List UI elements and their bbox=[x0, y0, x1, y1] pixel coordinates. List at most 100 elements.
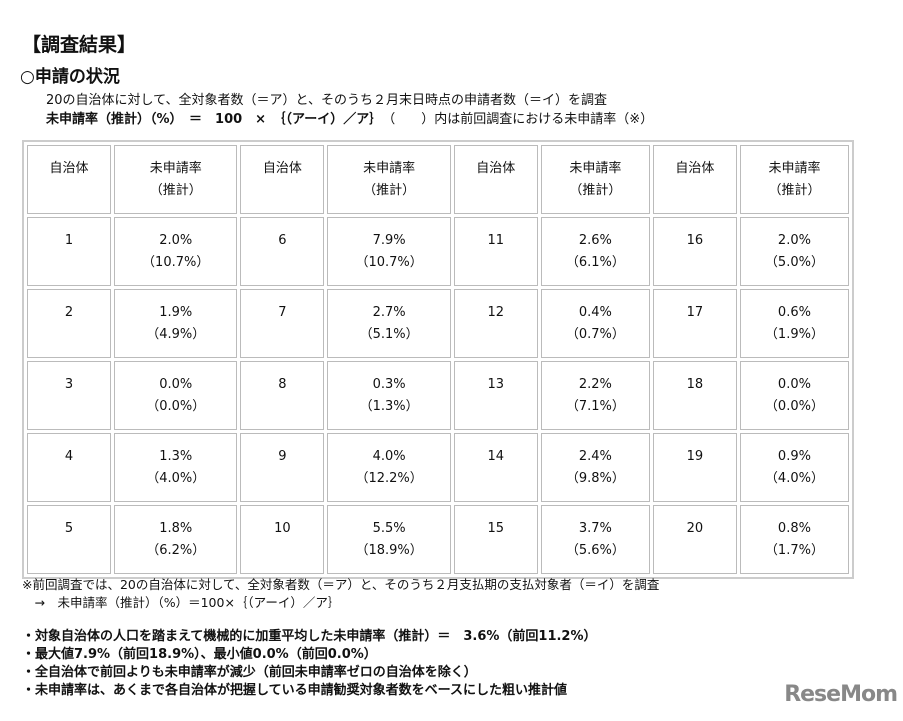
current-rate: 0.0% bbox=[159, 377, 193, 392]
header-rate: 未申請率 （推計） bbox=[114, 145, 238, 214]
rate-cell: 1.9% （4.9%） bbox=[114, 289, 238, 358]
rate-cell: 1.3% （4.0%） bbox=[114, 433, 238, 502]
header-rate-label: 未申請率 bbox=[149, 161, 202, 176]
current-rate: 0.6% bbox=[777, 305, 811, 320]
municipality-cell: 12 bbox=[453, 289, 538, 358]
rate-cell: 0.0% （0.0%） bbox=[739, 361, 849, 430]
rate-cell: 2.0% （10.7%） bbox=[114, 217, 238, 286]
municipality-cell: 15 bbox=[453, 505, 538, 574]
previous-rate: （5.6%） bbox=[565, 543, 625, 558]
header-row: 自治体 未申請率 （推計） 自治体 未申請率 （推計） 自治体 未申請率 （推計） 自治体 未申請率… bbox=[27, 145, 849, 214]
bullet: ・対象自治体の人口を踏まえて機械的に加重平均した未申請率（推計）＝ 3.6%（前… bbox=[22, 629, 597, 644]
header-rate-sub: （推計） bbox=[149, 183, 202, 198]
municipality-cell: 18 bbox=[652, 361, 737, 430]
rate-cell: 2.6% （6.1%） bbox=[540, 217, 650, 286]
municipality-cell: 16 bbox=[652, 217, 737, 286]
table-row: 1 2.0% （10.7%） 6 7.9% （10.7%） 11 2.6% （6.1%） 16 2.… bbox=[27, 217, 849, 286]
formula-line: 未申請率（推計）（%） ＝ 100 × ｛（アーイ）／ア｝ （ ）内は前回調査に… bbox=[46, 108, 653, 127]
municipality-cell: 4 bbox=[27, 433, 111, 502]
rate-cell: 2.4% （9.8%） bbox=[540, 433, 650, 502]
bullet: ・未申請率は、あくまで各自治体が把握している申請勧奨対象者数をベースにした粗い推… bbox=[22, 683, 567, 698]
header-rate-label: 未申請率 bbox=[768, 161, 821, 176]
municipality-cell: 8 bbox=[240, 361, 325, 430]
previous-rate: （1.7%） bbox=[764, 543, 824, 558]
rate-cell: 2.2% （7.1%） bbox=[540, 361, 650, 430]
previous-rate: （12.2%） bbox=[355, 471, 423, 486]
current-rate: 2.0% bbox=[159, 233, 193, 248]
previous-rate: （4.0%） bbox=[764, 471, 824, 486]
header-rate: 未申請率 （推計） bbox=[739, 145, 849, 214]
rate-cell: 1.8% （6.2%） bbox=[114, 505, 238, 574]
municipality-cell: 1 bbox=[27, 217, 111, 286]
municipality-cell: 7 bbox=[240, 289, 325, 358]
current-rate: 2.7% bbox=[372, 305, 406, 320]
header-municipality: 自治体 bbox=[652, 145, 737, 214]
header-municipality: 自治体 bbox=[240, 145, 325, 214]
previous-rate: （4.0%） bbox=[146, 471, 206, 486]
header-rate-sub: （推計） bbox=[768, 183, 821, 198]
survey-description: 20の自治体に対して、全対象者数（＝ア）と、そのうち２月末日時点の申請者数（＝イ… bbox=[46, 93, 607, 108]
current-rate: 0.9% bbox=[777, 449, 811, 464]
previous-rate: （5.1%） bbox=[359, 327, 419, 342]
current-rate: 5.5% bbox=[372, 521, 406, 536]
municipality-cell: 9 bbox=[240, 433, 325, 502]
previous-rate: （6.1%） bbox=[565, 255, 625, 270]
resemom-logo: ReseMom bbox=[784, 682, 898, 707]
rate-cell: 0.9% （4.0%） bbox=[739, 433, 849, 502]
previous-rate: （0.0%） bbox=[146, 399, 206, 414]
current-rate: 3.7% bbox=[578, 521, 612, 536]
current-rate: 2.2% bbox=[578, 377, 612, 392]
bullet: ・全自治体で前回よりも未申請率が減少（前回未申請率ゼロの自治体を除く） bbox=[22, 665, 477, 680]
current-rate: 0.0% bbox=[777, 377, 811, 392]
current-rate: 2.6% bbox=[578, 233, 612, 248]
municipality-cell: 10 bbox=[240, 505, 325, 574]
current-rate: 7.9% bbox=[372, 233, 406, 248]
current-rate: 1.8% bbox=[159, 521, 193, 536]
footnote: ※前回調査では、20の自治体に対して、全対象者数（＝ア）と、そのうち２月支払期の… bbox=[22, 577, 660, 592]
rate-cell: 0.3% （1.3%） bbox=[327, 361, 451, 430]
header-rate-label: 未申請率 bbox=[363, 161, 416, 176]
previous-rate: （6.2%） bbox=[146, 543, 206, 558]
header-rate: 未申請率 （推計） bbox=[540, 145, 650, 214]
table-row: 2 1.9% （4.9%） 7 2.7% （5.1%） 12 0.4% （0.7%） 17 0.6%… bbox=[27, 289, 849, 358]
table-row: 3 0.0% （0.0%） 8 0.3% （1.3%） 13 2.2% （7.1%） 18 0.0%… bbox=[27, 361, 849, 430]
previous-rate: （18.9%） bbox=[355, 543, 423, 558]
rate-cell: 0.6% （1.9%） bbox=[739, 289, 849, 358]
municipality-cell: 19 bbox=[652, 433, 737, 502]
municipality-cell: 11 bbox=[453, 217, 538, 286]
results-table: 自治体 未申請率 （推計） 自治体 未申請率 （推計） 自治体 未申請率 （推計） 自治体 未申請率… bbox=[22, 140, 854, 579]
table-row: 5 1.8% （6.2%） 10 5.5% （18.9%） 15 3.7% （5.6%） 20 0.… bbox=[27, 505, 849, 574]
current-rate: 4.0% bbox=[372, 449, 406, 464]
formula: 未申請率（推計）（%） ＝ 100 × ｛（アーイ）／ア｝ bbox=[46, 112, 376, 127]
current-rate: 2.4% bbox=[578, 449, 612, 464]
header-rate: 未申請率 （推計） bbox=[327, 145, 451, 214]
previous-rate: （10.7%） bbox=[355, 255, 423, 270]
previous-rate: （7.1%） bbox=[565, 399, 625, 414]
current-rate: 0.4% bbox=[578, 305, 612, 320]
rate-cell: 4.0% （12.2%） bbox=[327, 433, 451, 502]
current-rate: 1.9% bbox=[159, 305, 193, 320]
section-title: ○申請の状況 bbox=[20, 67, 120, 87]
rate-cell: 3.7% （5.6%） bbox=[540, 505, 650, 574]
table-row: 4 1.3% （4.0%） 9 4.0% （12.2%） 14 2.4% （9.8%） 19 0.9… bbox=[27, 433, 849, 502]
previous-rate: （4.9%） bbox=[146, 327, 206, 342]
municipality-cell: 14 bbox=[453, 433, 538, 502]
rate-cell: 0.8% （1.7%） bbox=[739, 505, 849, 574]
rate-cell: 2.0% （5.0%） bbox=[739, 217, 849, 286]
header-rate-sub: （推計） bbox=[569, 183, 622, 198]
municipality-cell: 13 bbox=[453, 361, 538, 430]
previous-rate: （5.0%） bbox=[764, 255, 824, 270]
previous-rate: （10.7%） bbox=[142, 255, 210, 270]
municipality-cell: 17 bbox=[652, 289, 737, 358]
header-rate-label: 未申請率 bbox=[569, 161, 622, 176]
current-rate: 2.0% bbox=[777, 233, 811, 248]
rate-cell: 0.0% （0.0%） bbox=[114, 361, 238, 430]
previous-rate: （1.9%） bbox=[764, 327, 824, 342]
previous-rate: （0.0%） bbox=[764, 399, 824, 414]
rate-cell: 7.9% （10.7%） bbox=[327, 217, 451, 286]
municipality-cell: 6 bbox=[240, 217, 325, 286]
current-rate: 1.3% bbox=[159, 449, 193, 464]
municipality-cell: 20 bbox=[652, 505, 737, 574]
previous-rate: （9.8%） bbox=[565, 471, 625, 486]
previous-rate: （0.7%） bbox=[565, 327, 625, 342]
